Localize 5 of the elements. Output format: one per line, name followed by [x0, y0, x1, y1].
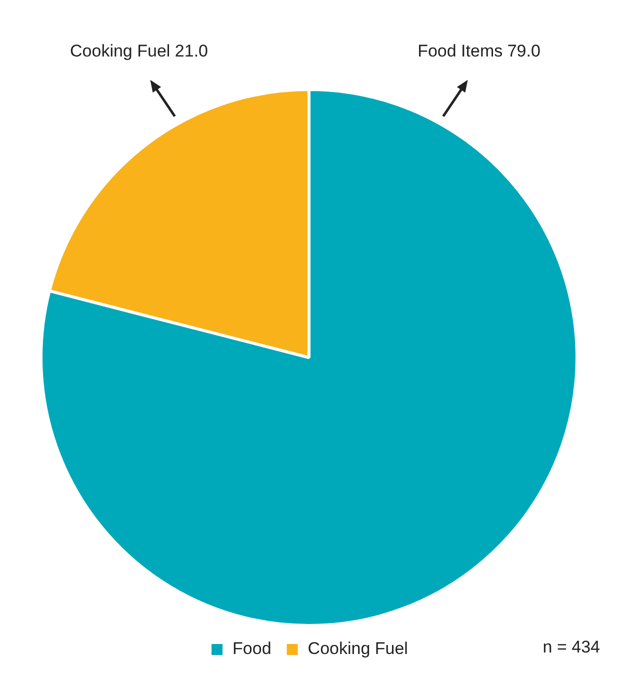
data-label: Food Items 79.0	[418, 42, 540, 61]
text: n = 434	[542, 638, 600, 657]
data-label: Cooking Fuel 21.0	[70, 42, 208, 61]
legend-label: Food	[232, 639, 272, 658]
legend-label: Cooking Fuel	[308, 639, 408, 658]
